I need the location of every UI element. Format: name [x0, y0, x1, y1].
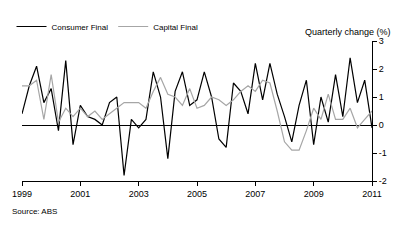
svg-text:2007: 2007: [245, 189, 265, 199]
svg-text:-2: -2: [379, 176, 387, 186]
svg-text:2: 2: [379, 64, 384, 74]
svg-text:2011: 2011: [362, 189, 381, 199]
svg-text:-1: -1: [379, 148, 387, 158]
svg-text:Source: ABS: Source: ABS: [12, 207, 57, 216]
svg-text:2009: 2009: [304, 189, 324, 199]
svg-text:0: 0: [379, 120, 384, 130]
svg-text:3: 3: [379, 36, 384, 46]
svg-text:2001: 2001: [70, 189, 90, 199]
svg-text:1: 1: [379, 92, 384, 102]
svg-text:Quarterly change (%): Quarterly change (%): [305, 27, 391, 37]
svg-text:1999: 1999: [12, 189, 32, 199]
svg-text:2005: 2005: [187, 189, 207, 199]
svg-text:2003: 2003: [129, 189, 149, 199]
svg-text:Capital Final: Capital Final: [153, 23, 198, 32]
svg-text:Consumer Final: Consumer Final: [52, 23, 109, 32]
